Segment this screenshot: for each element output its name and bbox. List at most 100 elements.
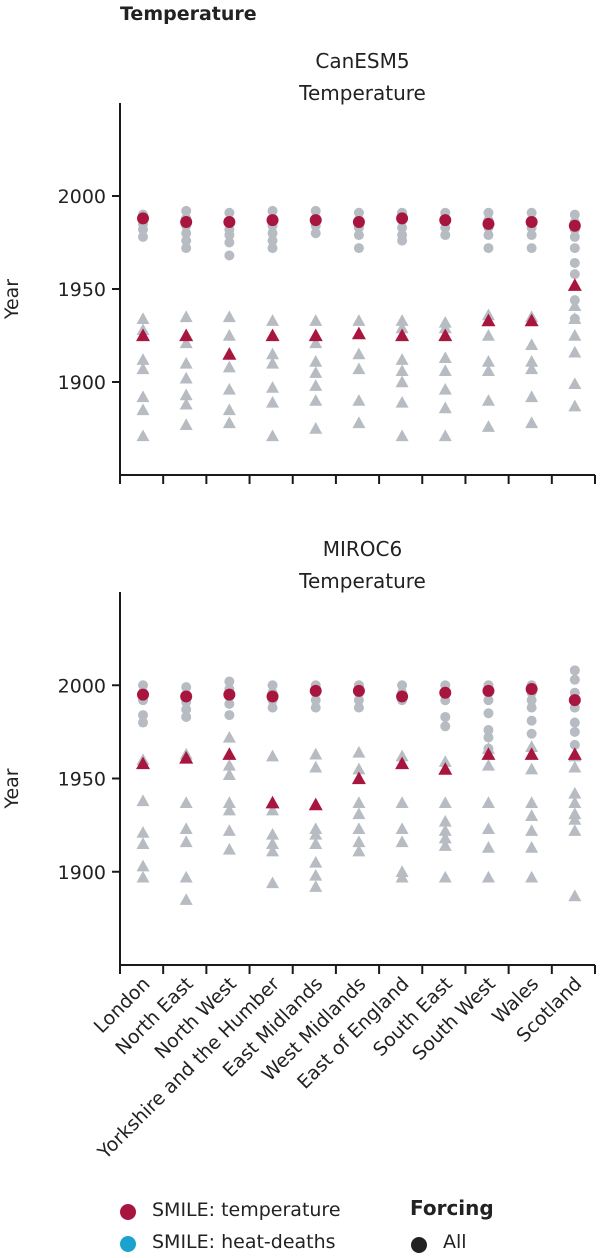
grey-circle-point [181,682,192,693]
grey-triangle-point [481,870,495,883]
grey-circle-point [569,665,580,676]
red-triangle-point [136,756,150,770]
red-triangle-point [265,328,280,342]
grey-triangle-point [136,390,150,403]
grey-circle-point [267,235,278,246]
red-circle-point [180,216,193,229]
grey-triangle-point [438,429,452,442]
grey-triangle-point [222,382,236,395]
grey-triangle-point [309,880,323,892]
grey-triangle-point [266,429,280,442]
panel-subtitle: Temperature [298,81,426,105]
grey-triangle-point [438,839,452,851]
y-tick-label: 1900 [58,862,106,884]
red-circle-point [352,216,365,229]
grey-circle-point [224,237,235,248]
grey-triangle-point [222,403,236,416]
grey-triangle-point [266,356,280,369]
grey-circle-point [483,243,494,254]
grey-triangle-point [136,859,150,872]
grey-triangle-point [438,796,452,808]
grey-triangle-point [525,809,539,821]
grey-triangle-point [568,824,582,836]
grey-circle-point [440,721,451,732]
grey-circle-point [569,739,580,750]
grey-triangle-point [481,420,495,432]
grey-triangle-point [352,822,366,835]
grey-circle-point [526,207,537,218]
legend-heat-deaths-dot [120,1236,136,1252]
grey-triangle-point [136,826,150,838]
grey-triangle-point [395,314,409,326]
panel-model-title: CanESM5 [315,49,409,73]
grey-triangle-point [568,889,582,902]
red-circle-point [223,688,236,701]
grey-circle-point [224,676,235,687]
grey-triangle-point [395,749,409,762]
red-triangle-point [481,313,496,327]
grey-triangle-point [438,870,452,883]
grey-triangle-point [395,395,409,408]
grey-circle-point [397,680,408,691]
grey-circle-point [483,230,494,241]
grey-circle-point [181,704,192,715]
grey-triangle-point [309,827,323,840]
grey-triangle-point [525,740,539,752]
y-tick-label: 1900 [58,372,106,394]
grey-triangle-point [179,356,193,369]
red-circle-point [525,682,538,695]
grey-triangle-point [309,868,323,881]
grey-triangle-point [179,418,193,430]
grey-circle-point [267,680,278,691]
grey-circle-point [310,695,321,706]
grey-triangle-point [395,796,409,808]
grey-circle-point [181,205,192,216]
grey-triangle-point [266,347,280,360]
grey-circle-point [526,715,537,726]
grey-circle-point [353,230,364,241]
grey-circle-point [569,674,580,685]
red-circle-point [396,690,409,703]
grey-triangle-point [222,824,236,836]
panel-model-title: MIROC6 [323,537,402,561]
grey-triangle-point [136,837,150,849]
grey-triangle-point [179,397,193,410]
grey-circle-point [569,717,580,728]
red-circle-point [568,219,581,232]
red-circle-point [525,216,538,229]
grey-circle-point [483,207,494,218]
grey-triangle-point [352,807,366,820]
grey-circle-point [267,702,278,713]
red-circle-point [396,212,409,225]
red-circle-point [352,684,365,697]
grey-triangle-point [438,831,452,844]
grey-triangle-point [525,338,539,350]
grey-circle-point [569,257,580,268]
grey-circle-point [181,228,192,239]
grey-circle-point [181,711,192,722]
red-triangle-point [179,328,194,342]
grey-circle-point [267,243,278,254]
grey-circle-point [138,224,148,235]
grey-triangle-point [179,310,193,323]
grey-triangle-point [352,745,366,758]
red-triangle-point [136,328,150,342]
grey-triangle-point [395,429,409,442]
red-circle-point [223,216,236,229]
red-circle-point [266,214,279,227]
red-triangle-point [438,328,453,342]
red-circle-point [309,214,322,227]
grey-triangle-point [309,366,323,378]
grey-triangle-point [525,355,539,367]
grey-triangle-point [525,390,539,403]
red-triangle-point [438,762,453,775]
red-triangle-point [481,747,496,760]
grey-triangle-point [352,844,366,857]
grey-triangle-point [395,835,409,848]
grey-triangle-point [222,768,236,780]
grey-triangle-point [352,314,366,326]
red-circle-point [137,688,149,701]
red-circle-point [180,690,193,703]
grey-circle-point [353,702,364,713]
grey-triangle-point [266,837,280,849]
